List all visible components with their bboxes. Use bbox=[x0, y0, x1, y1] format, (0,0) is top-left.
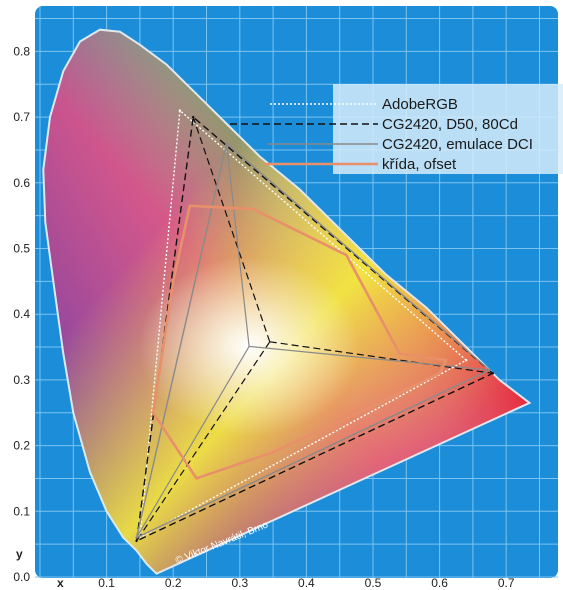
gamut-vertex bbox=[465, 358, 468, 362]
gamut-vertex bbox=[172, 280, 175, 283]
gamut-vertex bbox=[178, 109, 182, 112]
gamut-outline-0 bbox=[139, 109, 467, 539]
gamut-vertex bbox=[398, 352, 401, 355]
gamut-outline-2 bbox=[135, 142, 491, 539]
white-point-spoke bbox=[225, 143, 250, 347]
y-tick-label: 0.1 bbox=[13, 504, 30, 518]
legend-box bbox=[333, 84, 563, 174]
y-tick-label: 0.4 bbox=[13, 307, 30, 321]
legend-label-3: křída, ofset bbox=[382, 156, 457, 173]
legend-label-0: AdobeRGB bbox=[382, 96, 458, 113]
x-tick-label: 0.4 bbox=[298, 576, 315, 590]
y-tick-label: 0.7 bbox=[13, 110, 30, 124]
gamut-vertex bbox=[135, 539, 138, 543]
gamut-vertex bbox=[438, 372, 441, 375]
x-tick-label: 0.5 bbox=[365, 576, 382, 590]
axis-ticks: 0.1 0.2 0.3 0.4 0.5 0.6 0.7 0.0 0.1 0.2 0.3 0.4 0.5 0… bbox=[13, 44, 515, 590]
x-tick-label: 0.1 bbox=[98, 576, 115, 590]
legend: AdobeRGB CG2420, D50, 80Cd CG2420, emulace… bbox=[230, 84, 563, 174]
gamut-vertex bbox=[271, 450, 275, 454]
x-tick-label: 0.3 bbox=[231, 576, 248, 590]
legend-label-1: CG2420, D50, 80Cd bbox=[382, 116, 518, 133]
y-axis-label: y bbox=[16, 547, 23, 561]
gamut-vertex bbox=[188, 204, 192, 207]
gamut-vertex bbox=[371, 404, 375, 408]
y-tick-label: 0.6 bbox=[13, 176, 30, 190]
y-tick-label: 0.2 bbox=[13, 439, 30, 453]
gamut-outline-3 bbox=[151, 204, 448, 480]
y-tick-label: 0.8 bbox=[13, 44, 30, 58]
y-tick-label: 0.5 bbox=[13, 242, 30, 256]
x-tick-label: 0.6 bbox=[431, 576, 448, 590]
legend-label-2: CG2420, emulace DCI bbox=[382, 136, 533, 153]
series-3 bbox=[151, 204, 448, 480]
x-axis-label: x bbox=[57, 576, 64, 590]
gamut-vertex bbox=[345, 253, 348, 257]
gamut-vertex bbox=[251, 207, 255, 211]
gamut-vertex bbox=[195, 477, 198, 480]
spectral-locus-outline bbox=[42, 28, 532, 575]
series-2 bbox=[135, 142, 491, 539]
white-point-spoke bbox=[136, 341, 271, 542]
gamut-vertex bbox=[445, 358, 448, 362]
white-point-spoke bbox=[136, 346, 250, 538]
x-tick-label: 0.7 bbox=[498, 576, 515, 590]
gamut-vertex bbox=[152, 411, 155, 414]
white-point-spoke bbox=[192, 116, 271, 342]
white-point-spoke bbox=[269, 341, 493, 374]
x-tick-label: 0.2 bbox=[165, 576, 182, 590]
y-tick-label: 0.0 bbox=[13, 570, 30, 584]
y-tick-label: 0.3 bbox=[13, 373, 30, 387]
white-point-spoke bbox=[249, 345, 490, 371]
gamut-series bbox=[135, 109, 495, 543]
